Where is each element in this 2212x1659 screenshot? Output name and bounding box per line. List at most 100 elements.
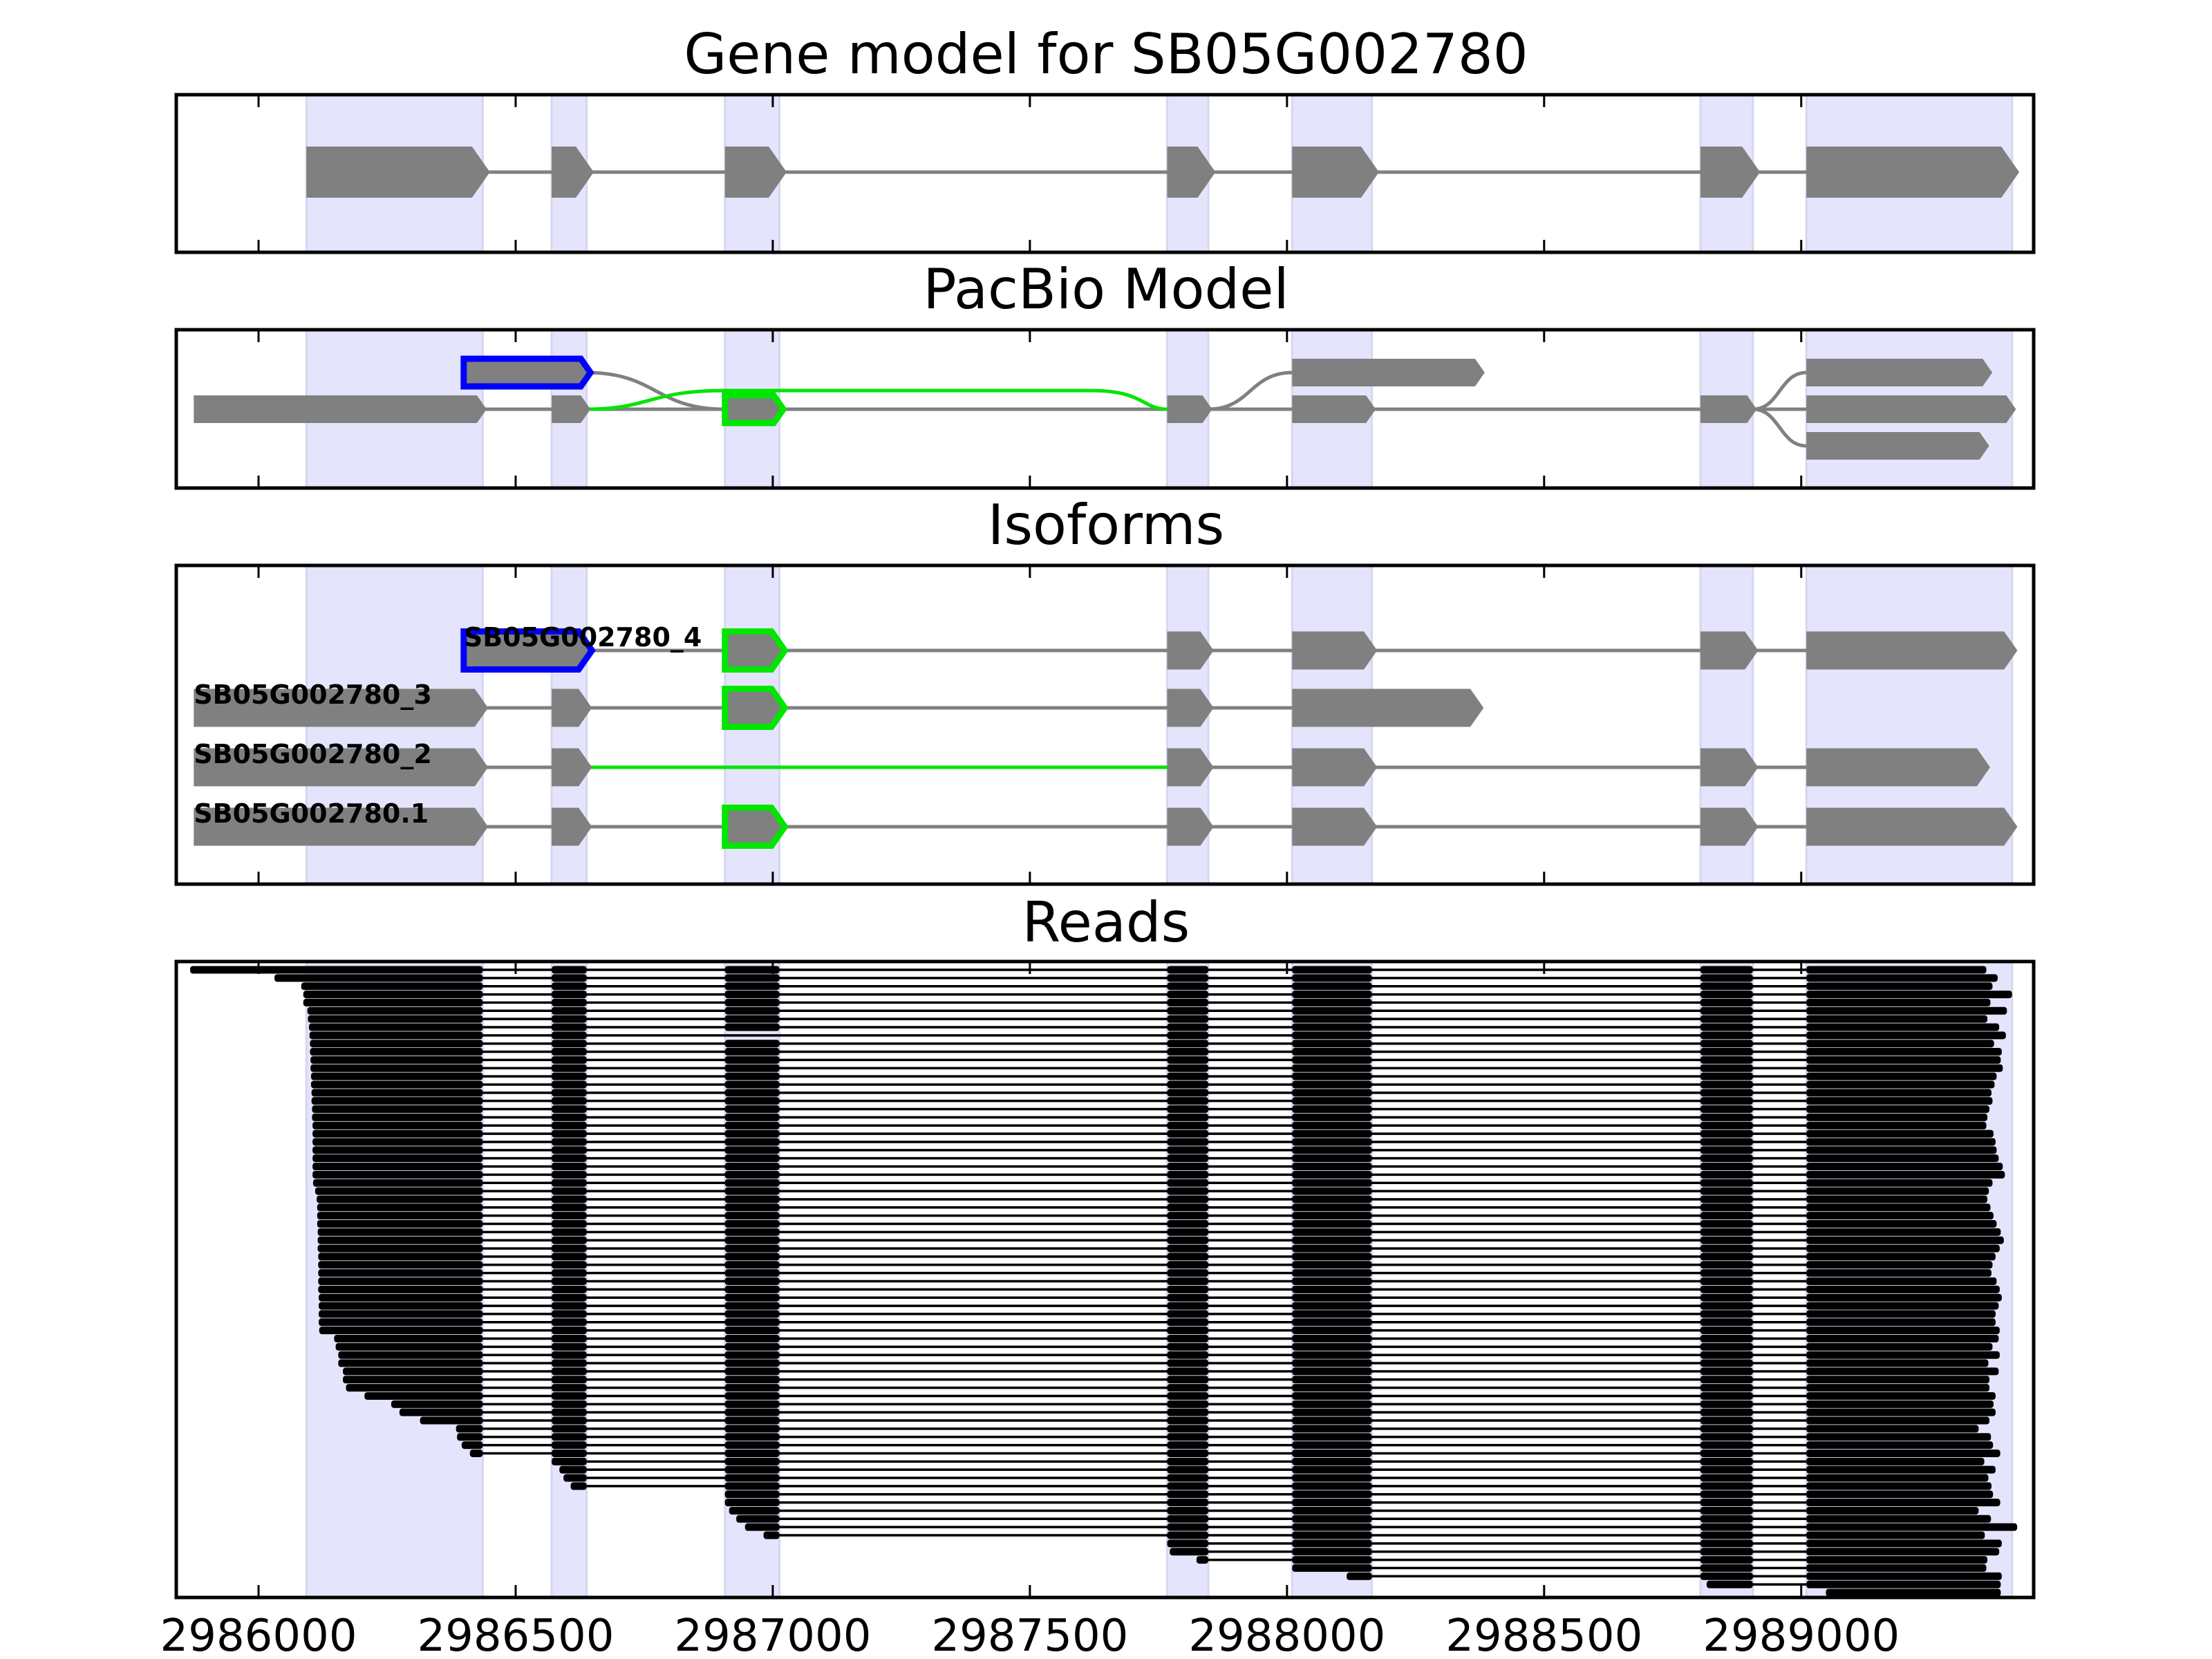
read-block — [1700, 1040, 1753, 1048]
read-block — [1167, 1302, 1209, 1310]
read-block — [552, 1195, 587, 1203]
read-block — [1700, 1334, 1753, 1342]
x-tick-label: 2987000 — [674, 1611, 871, 1659]
exon — [1700, 807, 1759, 846]
read-block — [308, 1023, 483, 1031]
read-block — [1292, 1441, 1372, 1450]
read-block — [1806, 1482, 1991, 1490]
read — [1292, 1564, 1987, 1572]
read-block — [1700, 1253, 1753, 1261]
read-block — [1292, 1318, 1372, 1327]
read-block — [1292, 966, 1372, 974]
read-block — [1806, 1277, 1997, 1285]
exon — [1292, 147, 1379, 198]
read-block — [1292, 1228, 1372, 1236]
read — [312, 1154, 1999, 1163]
read-block — [1167, 1236, 1209, 1244]
read — [311, 1097, 1993, 1105]
read-block — [552, 1080, 587, 1089]
read-block — [1700, 1376, 1753, 1384]
read-block — [343, 1376, 483, 1384]
read — [312, 1121, 1987, 1130]
exon — [1806, 631, 2018, 670]
read — [1170, 1548, 2000, 1556]
read-block — [338, 1359, 483, 1367]
read-block — [570, 1482, 587, 1490]
read-block — [1700, 1212, 1753, 1220]
read-block — [724, 1006, 780, 1015]
read-block — [1167, 1130, 1209, 1138]
read-block — [1700, 1006, 1753, 1015]
read-block — [724, 1220, 780, 1228]
pacbio-frame — [174, 328, 2036, 490]
read-block — [1806, 1441, 1994, 1450]
read-block — [1700, 1170, 1753, 1179]
read-block — [1700, 1351, 1753, 1359]
read-block — [1292, 1080, 1372, 1089]
read-block — [552, 966, 587, 974]
read-block — [1167, 1318, 1209, 1327]
read-block — [1292, 1531, 1372, 1539]
read-block — [552, 1023, 587, 1031]
read-block — [1700, 966, 1753, 974]
read — [334, 1334, 1999, 1342]
read-block — [1806, 1433, 1991, 1441]
reads-title: Reads — [1022, 890, 1190, 955]
read-block — [318, 1253, 483, 1261]
read-block — [1167, 1293, 1209, 1302]
read-block — [1700, 1031, 1753, 1040]
read-block — [1292, 1220, 1372, 1228]
read-block — [469, 1449, 483, 1457]
read-block — [1806, 1523, 2018, 1531]
read-block — [1292, 1408, 1372, 1416]
read-block — [1700, 1064, 1753, 1072]
read-block — [552, 1269, 587, 1277]
read-block — [303, 991, 483, 999]
read-block — [1167, 1367, 1209, 1376]
read-block — [1806, 1499, 2000, 1507]
read-block — [724, 1474, 780, 1482]
read-block — [552, 1040, 587, 1048]
read — [559, 1465, 1996, 1474]
x-tick-label: 2989000 — [1703, 1611, 1900, 1659]
read-block — [563, 1474, 587, 1482]
read — [303, 998, 1991, 1006]
read-block — [1292, 1064, 1372, 1072]
read-block — [724, 1416, 780, 1425]
read-block — [309, 1031, 483, 1040]
read-block — [552, 1400, 587, 1408]
read-block — [317, 1195, 483, 1203]
read-block — [552, 1220, 587, 1228]
read-block — [552, 982, 587, 991]
read-block — [1292, 1121, 1372, 1130]
green-connector-curve — [586, 388, 1168, 411]
read-block — [1292, 1293, 1372, 1302]
connector-curve — [1752, 371, 1807, 411]
read-block — [1700, 1236, 1753, 1244]
read-block — [1167, 1080, 1209, 1089]
exon — [722, 805, 789, 849]
read-block — [420, 1416, 483, 1425]
read-block — [724, 1408, 780, 1416]
exon — [1167, 395, 1212, 423]
read-block — [312, 1130, 483, 1138]
read-block — [552, 1015, 587, 1023]
read-block — [1167, 1277, 1209, 1285]
read — [420, 1416, 1990, 1425]
read — [319, 1293, 2002, 1302]
read-block — [1700, 1015, 1753, 1023]
read-block — [1806, 1327, 2000, 1335]
exon — [552, 147, 594, 198]
read-block — [1806, 1384, 1990, 1392]
read — [343, 1376, 1990, 1384]
read-block — [1292, 1457, 1372, 1465]
read-block — [1700, 1400, 1753, 1408]
read-block — [1806, 1179, 1993, 1187]
read-block — [1347, 1572, 1372, 1580]
read-block — [1292, 1105, 1372, 1114]
read-block — [312, 1154, 483, 1163]
read-block — [1167, 1334, 1209, 1342]
read-block — [1292, 1089, 1372, 1097]
read — [310, 1072, 1997, 1080]
read-block — [1292, 1342, 1372, 1351]
